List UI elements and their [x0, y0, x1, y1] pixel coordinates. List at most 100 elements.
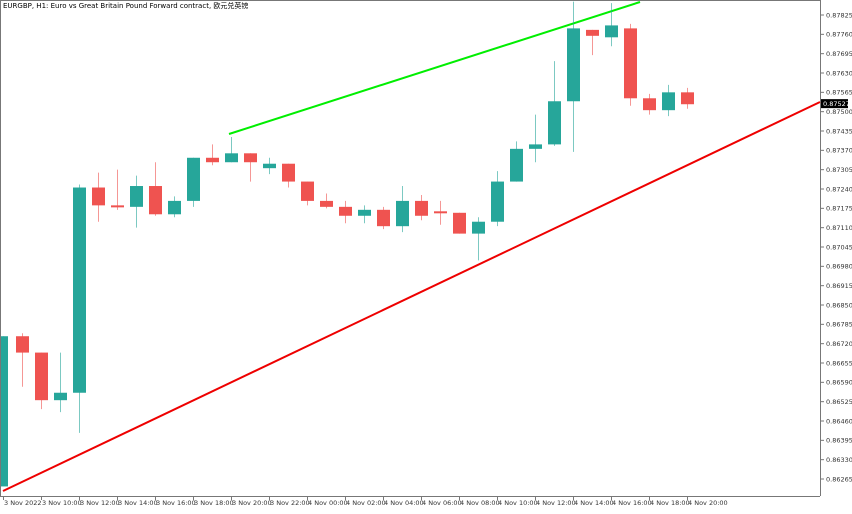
time-axis[interactable]: 3 Nov 2022 3 Nov 10:003 Nov 12:003 Nov 14…: [3, 496, 728, 507]
y-tick-label: 0.86980: [826, 263, 852, 271]
candle-body: [320, 200, 333, 207]
x-tick-label: 4 Nov 06:00: [422, 499, 462, 507]
candle-body: [244, 153, 257, 163]
y-tick-label: 0.87435: [826, 127, 852, 135]
x-tick-label: 3 Nov 22:00: [270, 499, 310, 507]
candle-body: [92, 187, 105, 206]
y-tick-label: 0.86395: [826, 437, 852, 445]
candle-body: [301, 181, 314, 201]
bear-candle: [415, 194, 428, 221]
x-tick-label: 3 Nov 2022: [4, 499, 42, 507]
y-tick-label: 0.86590: [826, 379, 852, 387]
candle-body: [548, 101, 561, 145]
y-tick-label: 0.86525: [826, 398, 852, 406]
bear-candle: [434, 200, 447, 225]
price-tag-label: 0.87527: [823, 100, 850, 108]
bear-candle: [301, 181, 314, 206]
candle-body: [529, 144, 542, 149]
candle-body: [377, 209, 390, 227]
price-axis[interactable]: 0.87825 0.87760 0.87695 0.87630 0.87565 0.875…: [820, 11, 852, 483]
x-tick-label: 4 Nov 08:00: [460, 499, 500, 507]
bear-candle: [377, 206, 390, 230]
bear-candle: [244, 153, 257, 182]
y-tick-label: 0.86785: [826, 321, 852, 329]
bear-candle: [111, 169, 124, 210]
candle-body: [187, 157, 200, 201]
bull-candle: [548, 61, 561, 146]
x-tick-label: 4 Nov 20:00: [688, 499, 728, 507]
current-price-tag: 0.87527: [821, 99, 850, 109]
bull-candle: [472, 217, 485, 261]
candle-body: [681, 92, 694, 105]
candle-body: [149, 186, 162, 215]
candle-body: [168, 200, 181, 215]
x-tick-label: 4 Nov 04:00: [384, 499, 424, 507]
upper-trendline[interactable]: [228, 1, 641, 135]
candle-body: [111, 205, 124, 208]
candle-body: [643, 98, 656, 111]
candle-body: [358, 209, 371, 216]
x-tick-label: 3 Nov 18:00: [194, 499, 234, 507]
x-tick-label: 4 Nov 10:00: [498, 499, 538, 507]
chart-title: EURGBP, H1: Euro vs Great Britain Pound …: [3, 2, 249, 10]
bull-candle: [491, 171, 504, 227]
candle-body: [54, 392, 67, 401]
x-tick-label: 3 Nov 14:00: [118, 499, 158, 507]
candle-body: [339, 206, 352, 216]
chart-frame: [0, 0, 821, 497]
y-tick-label: 0.87825: [826, 11, 852, 19]
y-tick-label: 0.87695: [826, 50, 852, 58]
y-tick-label: 0.86265: [826, 475, 852, 483]
candle-body: [605, 25, 618, 38]
bull-candle: [54, 352, 67, 413]
bull-candle: [662, 84, 675, 117]
bear-candle: [681, 87, 694, 109]
bull-candle: [168, 196, 181, 218]
candle-body: [16, 336, 29, 353]
bull-candle: [1, 336, 8, 487]
bull-candle: [396, 186, 409, 233]
candle-body: [510, 148, 523, 182]
x-tick-label: 4 Nov 16:00: [612, 499, 652, 507]
candle-body: [282, 163, 295, 182]
x-tick-label: 3 Nov 20:00: [232, 499, 272, 507]
bull-candle: [567, 1, 580, 152]
bull-candle: [510, 141, 523, 182]
bear-candle: [586, 29, 599, 56]
bear-candle: [92, 172, 105, 222]
candle-body: [434, 211, 447, 214]
bull-candle: [225, 136, 238, 163]
y-tick-label: 0.87305: [826, 166, 852, 174]
y-tick-label: 0.87565: [826, 89, 852, 97]
candle-body: [453, 212, 466, 234]
bear-candle: [320, 193, 333, 209]
y-tick-label: 0.87500: [826, 108, 852, 116]
x-tick-label: 4 Nov 02:00: [346, 499, 386, 507]
y-tick-label: 0.86655: [826, 359, 852, 367]
y-tick-label: 0.87760: [826, 31, 852, 39]
x-tick-label: 4 Nov 12:00: [536, 499, 576, 507]
price-tag-bg: [821, 99, 848, 109]
candle-body: [396, 200, 409, 227]
candle-body: [586, 29, 599, 36]
x-tick-label: 3 Nov 16:00: [156, 499, 196, 507]
x-tick-label: 4 Nov 00:00: [308, 499, 348, 507]
candles: [1, 1, 694, 487]
lower-trendline[interactable]: [2, 101, 821, 492]
trendlines[interactable]: [2, 1, 821, 492]
y-tick-label: 0.87370: [826, 147, 852, 155]
bear-candle: [206, 144, 219, 166]
y-tick-label: 0.86720: [826, 340, 852, 348]
bull-candle: [73, 184, 86, 433]
candle-body: [225, 153, 238, 163]
x-tick-label: 3 Nov 12:00: [80, 499, 120, 507]
candle-body: [1, 336, 8, 487]
y-tick-label: 0.86460: [826, 417, 852, 425]
candle-body: [491, 181, 504, 222]
y-tick-label: 0.87240: [826, 185, 852, 193]
candle-body: [35, 352, 48, 401]
y-tick-label: 0.87045: [826, 243, 852, 251]
candle-body: [263, 163, 276, 169]
